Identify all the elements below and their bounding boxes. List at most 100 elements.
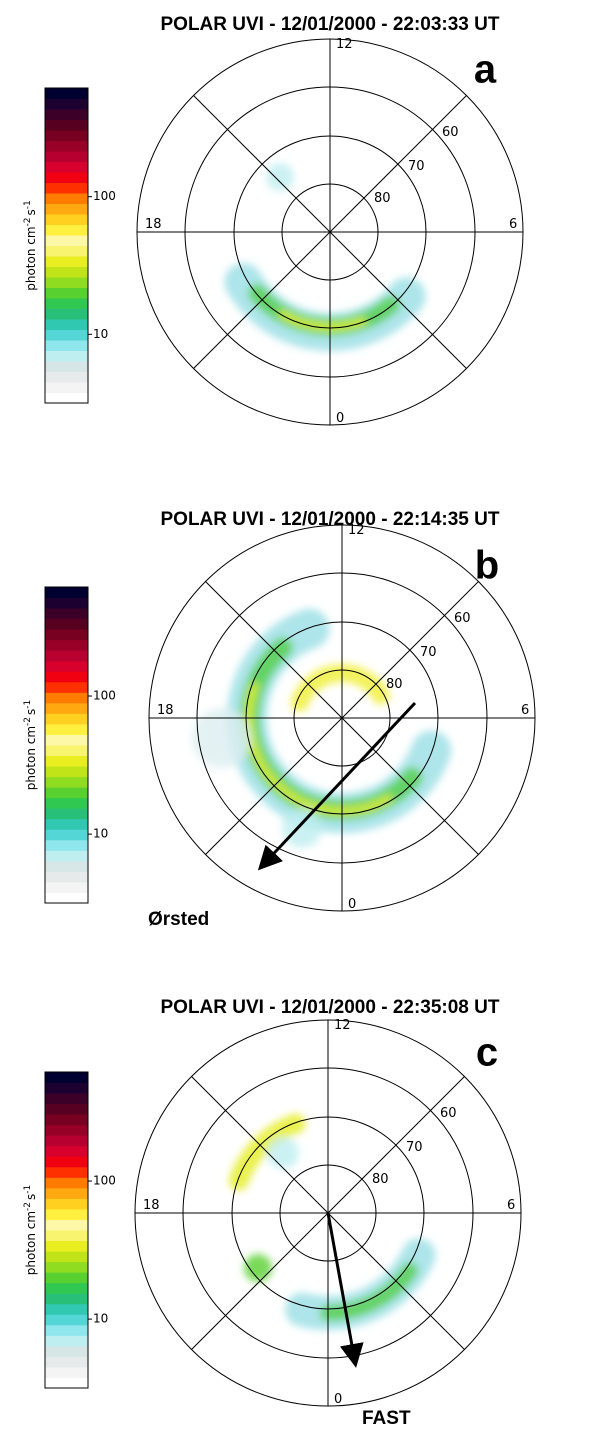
colorbar-cell — [45, 151, 88, 162]
colorbar-cell — [45, 776, 88, 788]
latitude-label: 60 — [442, 125, 459, 140]
colorbar-frame — [44, 87, 89, 404]
mlt-label: 6 — [509, 217, 517, 232]
local-time-spoke — [193, 95, 467, 369]
colorbar-cell — [45, 203, 88, 215]
panel-title: POLAR UVI - 12/01/2000 - 22:03:33 UT — [161, 14, 500, 35]
mlt-label: 6 — [521, 703, 529, 718]
colorbar-cell — [45, 119, 88, 131]
colorbar-cell — [45, 1072, 88, 1084]
colorbar-label-part: photon cm — [24, 226, 38, 290]
colorbar-tick-label: 100 — [93, 1174, 116, 1188]
colorbar-label: photon cm-2 s-1 — [23, 700, 38, 791]
colorbar-cell — [45, 98, 88, 110]
mlt-label: 0 — [348, 897, 356, 912]
colorbar-cell — [45, 350, 88, 362]
colorbar-cell — [45, 860, 88, 872]
colorbar-cell — [45, 1293, 88, 1305]
colorbar-cell — [45, 692, 88, 704]
panel: POLAR UVI - 12/01/2000 - 22:03:33 UT 12 0 1… — [23, 14, 524, 426]
colorbar-cell — [45, 745, 88, 757]
emission-arc — [320, 1262, 418, 1321]
colorbar-cell — [45, 1103, 88, 1115]
colorbar-cell — [45, 1345, 88, 1357]
colorbar-cell — [45, 881, 88, 893]
colorbar-cell — [45, 1261, 88, 1273]
colorbar-cell — [45, 1303, 88, 1315]
colorbar-cell — [45, 1124, 88, 1136]
colorbar-cell — [45, 256, 88, 267]
emission-patch — [282, 808, 322, 848]
colorbar-cell — [45, 808, 88, 820]
latitude-label: 80 — [374, 191, 391, 206]
colorbar-label-part: -1 — [23, 1185, 33, 1194]
annotation: Ørsted — [148, 909, 209, 930]
colorbar-cell — [45, 702, 88, 714]
colorbar-label-part: -1 — [23, 200, 33, 209]
latitude-label: 80 — [386, 677, 403, 692]
colorbar-cell — [45, 88, 88, 99]
colorbar-cell — [45, 1187, 88, 1199]
colorbar-cell — [45, 797, 88, 809]
panel-letter: a — [474, 48, 497, 92]
colorbar-cell — [45, 214, 88, 225]
colorbar-cell — [45, 681, 88, 693]
mlt-label: 6 — [507, 1198, 515, 1213]
colorbar-cell — [45, 713, 88, 725]
colorbar-cell — [45, 1208, 88, 1220]
colorbar-cell — [45, 298, 88, 309]
colorbar-cell — [45, 587, 88, 599]
latitude-label: 70 — [408, 159, 425, 174]
colorbar: 100 10 photon cm-2 s-1 — [23, 1071, 116, 1389]
colorbar-cell — [45, 329, 88, 341]
colorbar-tick-label: 100 — [93, 689, 116, 703]
colorbar-cell — [45, 1356, 88, 1368]
colorbar-cell — [45, 1145, 88, 1157]
colorbar-cell — [45, 277, 88, 288]
panel-title: POLAR UVI - 12/01/2000 - 22:35:08 UT — [161, 997, 500, 1018]
colorbar-tick-label: 10 — [93, 827, 108, 841]
colorbar-cell — [45, 1156, 88, 1168]
auroral-emission — [224, 163, 426, 351]
colorbar-label-part: s — [24, 1194, 38, 1200]
colorbar-cell — [45, 161, 88, 173]
colorbar: 100 10 photon cm-2 s-1 — [23, 586, 116, 904]
colorbar-cell — [45, 850, 88, 862]
local-time-spoke — [205, 581, 479, 855]
latitude-label: 70 — [406, 1140, 423, 1155]
colorbar-cell — [45, 1282, 88, 1294]
colorbar-cell — [45, 1093, 88, 1105]
colorbar-cell — [45, 818, 88, 830]
colorbar-tick-label: 10 — [93, 1312, 108, 1326]
colorbar-label-part: s — [24, 709, 38, 715]
colorbar-label: photon cm-2 s-1 — [23, 1185, 38, 1276]
mlt-label: 0 — [334, 1392, 342, 1407]
mlt-label: 18 — [157, 703, 174, 718]
colorbar-cell — [45, 1377, 88, 1389]
colorbar-cell — [45, 639, 88, 651]
colorbar-cell — [45, 839, 88, 851]
colorbar-cell — [45, 1198, 88, 1210]
colorbar-cell — [45, 392, 88, 404]
colorbar-cell — [45, 287, 88, 299]
colorbar-cell — [45, 871, 88, 883]
colorbar-cell — [45, 182, 88, 194]
colorbar-cell — [45, 597, 88, 609]
colorbar-cell — [45, 1135, 88, 1147]
mlt-label: 12 — [334, 1018, 351, 1033]
colorbar-cell — [45, 1314, 88, 1326]
colorbar-cell — [45, 224, 88, 236]
colorbar-cell — [45, 829, 88, 841]
colorbar-tick-label: 100 — [93, 189, 116, 203]
colorbar-cell — [45, 618, 88, 630]
colorbar-cell — [45, 629, 88, 641]
colorbar-cell — [45, 1177, 88, 1189]
colorbar-cell — [45, 1082, 88, 1094]
colorbar-cell — [45, 723, 88, 735]
colorbar-cell — [45, 382, 88, 393]
colorbar-cell — [45, 266, 88, 278]
colorbar-label-part: -2 — [23, 717, 33, 726]
colorbar-label-part: photon cm — [24, 1211, 38, 1275]
